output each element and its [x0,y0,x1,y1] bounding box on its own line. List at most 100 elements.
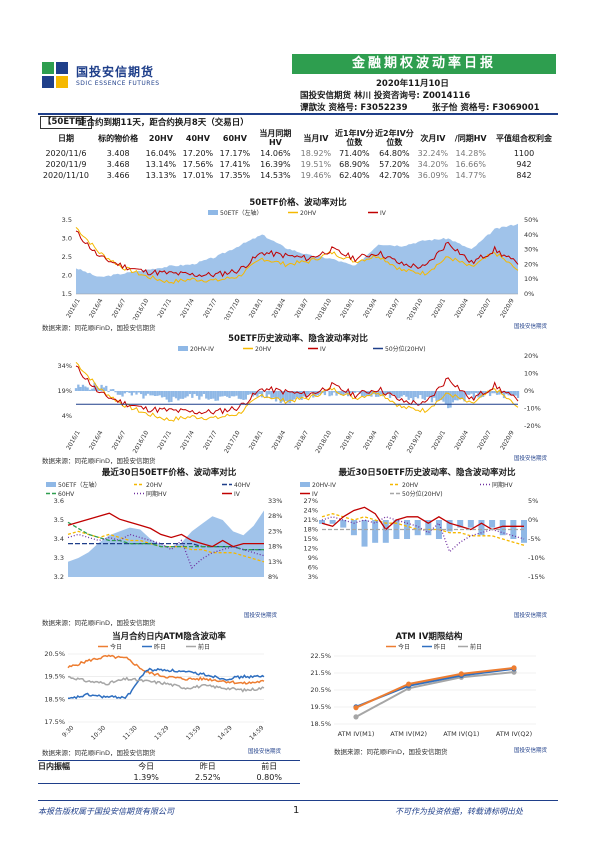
hv-iv-diff-bar [335,391,338,396]
table-cell: 64.80% [379,149,410,158]
table-header: 近1年IV分位数 [335,129,374,147]
hv-iv-diff-bar [237,391,240,399]
y-tick-label: 33% [268,497,282,505]
x-tick-label: 2017/1 [156,429,173,451]
y-tick-label: 20.5% [44,650,65,658]
y-tick-label: 10% [524,370,538,378]
x-tick-label: 11:30 [122,724,139,741]
intraday-iv-line [67,667,265,700]
table-cell: 0.80% [238,772,300,784]
y-tick-label: 21.5% [310,669,331,677]
hv-iv-diff-bar [509,391,513,395]
hv-iv-diff-bar [102,387,106,391]
y-tick-label: 50% [524,216,538,224]
legend-label: 前日 [470,643,482,651]
legend-label: 今日 [110,643,122,651]
iv-line [75,230,519,278]
hv-iv-diff-bar [465,391,468,395]
iv-line [67,512,264,548]
chart6-iv-term-structure: 今日 昨日 前日 18.5% 19.5% 20.5% 21.5% 22.5% ATM IV(M1… [310,643,536,738]
chart6-source: 数据来源：同花顺iFinD，国投安信期货 [334,748,448,756]
chart4-title: 最近30日50ETF历史波动率、隐含波动率对比 [338,468,516,478]
legend-label: 50分位(20HV) [385,345,426,353]
hv-iv-diff-bar [202,391,206,395]
hv-iv-diff-bar [100,384,103,391]
hv-iv-diff-bar [149,391,152,396]
y-tick-label: 20% [524,260,538,268]
hv-iv-diff-bar [177,391,180,401]
table-row: 2020/11/10 3.466 13.13% 17.01% 17.35% 14… [38,170,558,181]
table-header: 日期 [57,133,74,143]
hv-iv-diff-bar [323,391,327,396]
y-tick-label: 2.5 [62,253,72,261]
hv-iv-diff-bar [216,391,220,401]
table-cell: 17.20% [182,149,214,158]
table-header: 当月IV [303,133,329,143]
hv20-line [75,361,519,422]
mid-source: 数据来源：同花顺iFinD，国投安信期货 [42,619,156,627]
y-tick-label: 0% [528,516,538,524]
hv-iv-diff-bar [493,391,496,394]
hv-iv-diff-bar [74,388,78,391]
legend-swatch [46,482,56,487]
analyst-line-2b: 张子怡 资格号: F3069001 [432,103,540,113]
x-tick-label: ATM IV(M2) [390,730,427,738]
y-tick-label: 3.2 [54,573,64,581]
legend-label: IV [234,491,241,498]
legend-label: 同期HV [146,490,168,498]
y-tick-label: -10% [524,405,541,413]
hv-iv-diff-bar [151,391,154,396]
hv-iv-diff-bar [384,391,387,395]
hv-iv-diff-bar [219,391,222,397]
y-tick-label: 18.5% [310,720,331,728]
legend-label: 20HV [402,482,419,489]
x-tick-label: 2017/1 [156,297,173,319]
hv-iv-diff-bar [484,391,487,394]
y-tick-label: 19.5% [44,673,65,681]
legend-label: 昨日 [154,643,166,651]
chart3-recent-price-vol: 50ETF（左轴） 20HV 40HV 60HV 同期HV IV 3.2 3.3 3.4 3.5 3… [46,481,282,581]
legend-label: 50ETF（左轴） [58,481,101,489]
hv-iv-diff-bar [372,520,379,543]
hv-iv-diff-bar [400,391,403,397]
table-cell: 16.04% [145,149,177,158]
x-tick-label: 2018/10 [314,429,333,454]
table-header: 日内振幅 [38,760,116,772]
table-cell: 14.77% [455,171,486,180]
hv-iv-diff-bar [363,391,366,397]
hv-iv-diff-bar [456,391,459,401]
hv-iv-diff-bar [135,391,138,395]
chart4-recent-hv-iv: 20HV-IV 20HV 同期HV IV 50分位(20HV) 3%6% 9%12% 15%1… [300,481,545,581]
hv-iv-diff-bar [249,391,252,395]
hv-iv-diff-bar [512,391,515,396]
iv-line [75,365,519,415]
hv-iv-diff-bar [435,391,438,402]
x-tick-label: 2019/1 [339,297,356,319]
table-cell: 3.408 [106,149,130,158]
hv-iv-diff-bar [195,391,199,396]
y-tick-label: 2.0 [62,272,72,280]
y-tick-label: 27% [304,497,318,505]
hv-iv-diff-bar [181,391,185,399]
hv-iv-diff-bar [172,391,175,397]
y-tick-label: 3.3 [54,554,64,562]
x-tick-label: 2020/7 [476,429,493,451]
y-tick-label: -15% [528,573,545,581]
hv-iv-diff-bar [116,391,120,395]
hv-iv-diff-bar [133,391,136,393]
y-tick-label: 18% [268,543,282,551]
section-tag: 【50ETF】 [40,116,93,129]
hv-iv-diff-bar [146,391,150,394]
hv-iv-diff-bar [395,391,399,399]
hv-iv-diff-bar [329,520,336,524]
hv-iv-diff-bar [137,391,140,393]
hv-iv-diff-bar [328,391,331,397]
x-tick-label: 2018/1 [248,297,265,319]
table-header: 40HV [185,133,210,143]
x-tick-label: 2016/4 [88,429,105,451]
chart2-hv-iv: 20HV-IV 20HV IV 50分位(20HV) 4% 19% 34% -20% -10% 0… [58,345,541,454]
hv-iv-diff-bar [277,391,280,398]
hv-iv-diff-bar [514,391,517,396]
legend-label: 20HV-IV [190,346,215,353]
hv-iv-diff-bar [186,391,189,397]
